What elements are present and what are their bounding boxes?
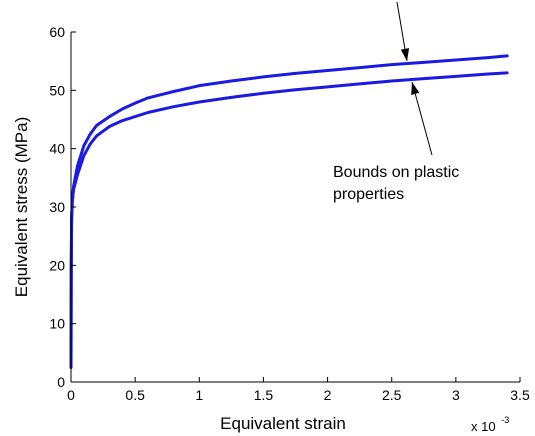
tick-layer: 0 0.5 1 1.5 2 2.5 3 3.5 0 10 20 30 40 50 60 (49, 24, 530, 403)
y-tick-label: 20 (49, 257, 65, 273)
y-tick-label: 0 (57, 374, 65, 390)
y-tick-label: 30 (49, 199, 65, 215)
x-tick-label: 0.5 (125, 387, 145, 403)
x-tick-label: 2 (324, 387, 332, 403)
annotation-line-2: properties (333, 186, 404, 203)
x-multiplier-base: x 10 (471, 419, 496, 434)
annotation-layer (396, 1, 433, 156)
y-axis-label: Equivalent stress (MPa) (12, 117, 31, 297)
x-tick-label: 0 (67, 387, 75, 403)
series-line-2 (69, 71, 509, 369)
y-tick-label: 50 (49, 82, 65, 98)
y-tick-label: 40 (49, 141, 65, 157)
series-layer (69, 54, 509, 369)
x-tick-label: 3 (452, 387, 460, 403)
x-multiplier-exponent: -3 (501, 415, 509, 425)
x-tick-label: 2.5 (382, 387, 402, 403)
annotation-line-1: Bounds on plastic (333, 164, 459, 181)
annotation-arrow-upper (396, 1, 410, 62)
series-line-1 (69, 54, 509, 369)
x-axis-label: Equivalent strain (220, 414, 346, 433)
x-tick-label: 3.5 (510, 387, 530, 403)
annotation-arrow-lower (411, 81, 433, 156)
x-tick-label: 1 (195, 387, 203, 403)
y-tick-label: 10 (49, 316, 65, 332)
annotation-label: Bounds on plastic properties (333, 164, 464, 203)
x-multiplier: x 10 -3 (471, 415, 509, 434)
x-tick-label: 1.5 (254, 387, 274, 403)
axes-frame (70, 32, 520, 383)
y-tick-label: 60 (49, 24, 65, 40)
